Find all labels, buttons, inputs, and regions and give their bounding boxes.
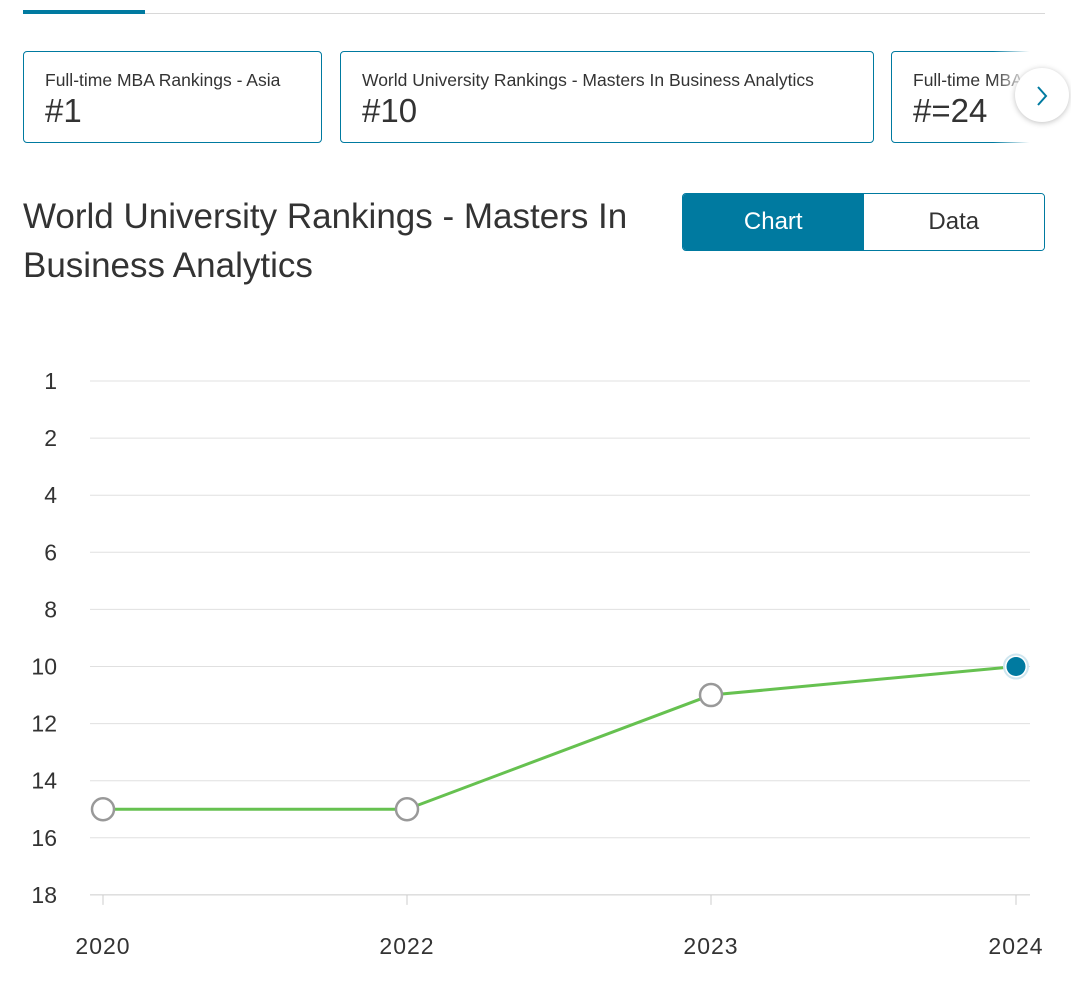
view-toggle: Chart Data: [682, 193, 1045, 251]
ranking-card-rank: #1: [45, 92, 82, 129]
y-tick-label: 1: [44, 368, 57, 394]
ranking-card-title: Full-time MBA Rankings - Asia: [45, 70, 281, 90]
x-tick-label: 2023: [683, 933, 738, 959]
ranking-card[interactable]: Full-time MBA Rankings - Asia #1: [23, 51, 322, 143]
y-tick-label: 14: [31, 768, 57, 794]
y-tick-label: 2: [44, 425, 57, 451]
ranking-card-rank: #10: [362, 92, 418, 129]
data-point[interactable]: [394, 797, 420, 822]
y-tick-label: 12: [31, 711, 57, 737]
y-tick-label: 4: [44, 482, 57, 508]
y-tick-label: 18: [31, 882, 57, 908]
chart-title: World University Rankings - Masters In B…: [23, 197, 628, 285]
x-tick-label: 2022: [379, 933, 434, 959]
active-tab-indicator: [23, 10, 145, 14]
ranking-card-rank: #=24: [913, 92, 988, 129]
y-tick-label: 10: [31, 654, 57, 680]
y-tick-label: 16: [31, 825, 57, 851]
chart-view-button[interactable]: Chart: [683, 194, 864, 250]
carousel-next-button[interactable]: [1015, 68, 1069, 122]
data-view-button[interactable]: Data: [863, 194, 1044, 250]
data-point[interactable]: [90, 797, 116, 822]
x-tick-label: 2024: [988, 933, 1043, 959]
x-tick-label: 2020: [75, 933, 130, 959]
series-line: [103, 665, 1017, 811]
section-divider: [23, 13, 1045, 14]
y-tick-label: 6: [44, 539, 57, 565]
y-tick-label: 8: [44, 596, 57, 622]
ranking-card-title: World University Rankings - Masters In B…: [362, 70, 814, 90]
data-point[interactable]: [698, 682, 724, 708]
data-point-highlighted[interactable]: [1006, 657, 1026, 676]
ranking-card-selected[interactable]: World University Rankings - Masters In B…: [340, 51, 874, 143]
